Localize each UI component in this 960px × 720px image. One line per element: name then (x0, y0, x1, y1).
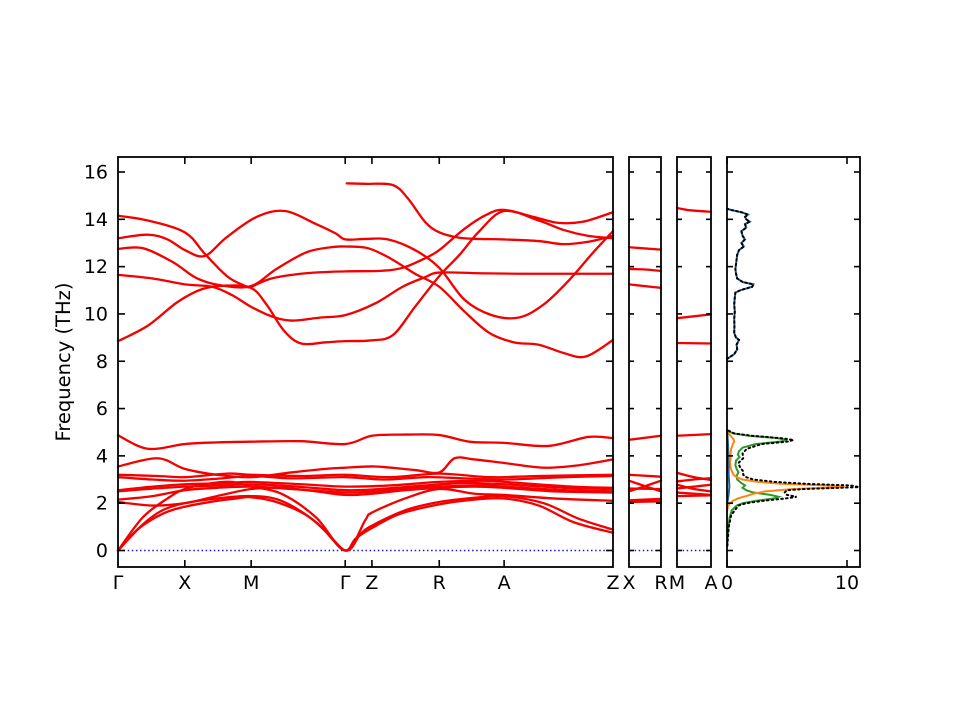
phonon-band-segment (675, 476, 713, 483)
phonon-band-segment (627, 497, 663, 502)
phonon-band-segment (675, 313, 713, 320)
y-tick-label: 0 (96, 540, 108, 562)
kpoint-label: Z (365, 572, 378, 594)
panel-frame (676, 156, 712, 568)
phonon-band-segment (627, 267, 663, 273)
y-tick-label: 4 (96, 445, 108, 467)
phonon-band-segment (627, 246, 663, 251)
kpoint-label: R (433, 572, 446, 594)
kpoint-label: Γ (340, 572, 351, 594)
kpoint-label: Γ (113, 572, 124, 594)
kpoint-label: 10 (835, 572, 859, 594)
dos-curve-pdos-orange (726, 431, 845, 512)
phonon-band (116, 494, 615, 552)
phonon-band-segment (627, 283, 663, 290)
y-tick-label: 2 (96, 493, 108, 515)
panel-frame (726, 156, 861, 568)
phonon-band-segment (627, 434, 663, 441)
phonon-band-segment (627, 473, 663, 478)
kpoint-label: X (178, 572, 191, 594)
kpoint-label: R (654, 572, 667, 594)
kpoint-label: M (669, 572, 685, 594)
phonon-band (116, 209, 615, 320)
phonon-band-segment (675, 494, 713, 498)
phonon-band (116, 245, 615, 359)
phonon-band (345, 182, 615, 246)
phonon-band-segment (675, 483, 713, 493)
y-tick-label: 16 (84, 162, 108, 184)
phonon-band-segment (675, 206, 713, 213)
kpoint-label: M (243, 572, 259, 594)
dos-curve-total-dos-low (726, 428, 860, 547)
kpoint-label: 0 (721, 572, 733, 594)
phonon-band-segment (627, 500, 663, 504)
phonon-band (116, 495, 615, 552)
kpoint-label: Z (606, 572, 619, 594)
kpoint-label: A (705, 572, 718, 594)
phonon-band (116, 456, 615, 479)
dos-panel: 0 10 (721, 156, 861, 594)
dos-curve-total-dos-high (726, 207, 755, 360)
phonon-band (116, 484, 615, 501)
phonon-band (116, 474, 615, 482)
phonon-band-segment (675, 483, 713, 490)
phonon-band (116, 472, 615, 479)
y-tick-label: 14 (84, 209, 108, 231)
y-axis: 0 2 4 6 8 10 12 14 16 Frequency (THz) (52, 162, 108, 562)
y-tick-label: 6 (96, 398, 108, 420)
kpoint-label: X (622, 572, 635, 594)
phonon-band (116, 271, 615, 322)
phonon-band (116, 433, 615, 451)
dos-curve-pdos-green (726, 428, 788, 547)
y-tick-label: 8 (96, 351, 108, 373)
phonon-band (116, 479, 615, 492)
phonon-band-segment (627, 479, 663, 493)
y-tick-label: 10 (84, 303, 108, 325)
y-tick-label: 12 (84, 256, 108, 278)
y-axis-title: Frequency (THz) (52, 283, 75, 442)
phonon-band (116, 209, 615, 346)
phonon-band (116, 481, 615, 493)
kpoint-label: A (498, 572, 511, 594)
phonon-band-segment (675, 432, 713, 437)
